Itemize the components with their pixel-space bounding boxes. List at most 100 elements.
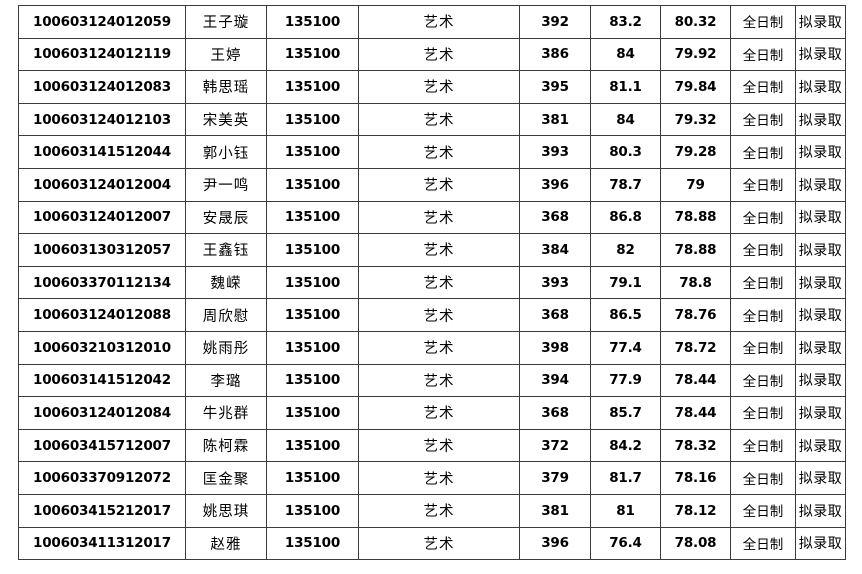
cell-applicant-name: 牛兆群: [185, 396, 267, 430]
cell-admission-status: 拟录取: [795, 200, 846, 235]
cell-initial-exam-score: 368: [519, 298, 591, 332]
cell-applicant-name: 姚雨彤: [185, 330, 267, 365]
cell-major-code: 135100: [266, 200, 359, 235]
cell-study-mode: 全日制: [730, 5, 796, 39]
table-row: 100603370912072 匡金聚 135100 艺术 379 81.7 78.16 全日…: [18, 461, 846, 495]
initial-exam-score: 372: [541, 437, 569, 454]
applicant-name: 尹一鸣: [202, 178, 250, 195]
initial-exam-score: 381: [541, 111, 569, 128]
cell-study-mode: 全日制: [730, 493, 796, 528]
major-name: 艺术: [423, 308, 455, 325]
cell-total-score: 78.08: [660, 526, 731, 561]
initial-exam-score: 368: [541, 307, 569, 324]
cell-initial-exam-score: 379: [519, 461, 591, 495]
initial-exam-score: 394: [541, 372, 569, 389]
cell-major-code: 135100: [266, 363, 359, 398]
cell-retest-score: 81.7: [590, 461, 661, 495]
study-mode: 全日制: [742, 373, 784, 390]
cell-study-mode: 全日制: [730, 37, 796, 72]
cell-study-mode: 全日制: [730, 70, 796, 104]
cell-admission-status: 拟录取: [795, 37, 846, 72]
cell-initial-exam-score: 395: [519, 70, 591, 104]
applicant-name: 魏嵘: [210, 276, 242, 293]
admission-status: 拟录取: [798, 275, 843, 292]
cell-total-score: 79.32: [660, 102, 731, 137]
initial-exam-score: 368: [541, 404, 569, 421]
applicant-name: 赵雅: [210, 536, 242, 553]
admissions-table-body: 100603124012059 王子璇 135100 艺术 392 83.2 80.32 全日…: [18, 5, 846, 561]
cell-applicant-name: 赵雅: [185, 526, 267, 561]
cell-retest-score: 78.7: [590, 167, 661, 202]
study-mode: 全日制: [742, 471, 784, 488]
initial-exam-score: 381: [541, 502, 569, 519]
cell-major-name: 艺术: [358, 5, 520, 39]
exam-number: 100603124012007: [33, 209, 171, 226]
admission-status: 拟录取: [798, 503, 843, 520]
major-code: 135100: [284, 470, 341, 487]
table-row: 100603124012103 宋美英 135100 艺术 381 84 79.32 全日制拟…: [18, 102, 846, 137]
cell-exam-number: 100603124012084: [18, 396, 186, 430]
cell-study-mode: 全日制: [730, 200, 796, 235]
total-score: 78.12: [674, 502, 717, 519]
applicant-name: 牛兆群: [202, 406, 250, 423]
cell-total-score: 79: [660, 167, 731, 202]
major-code: 135100: [284, 209, 341, 226]
major-code: 135100: [284, 339, 341, 356]
admission-status: 拟录取: [798, 177, 843, 194]
cell-study-mode: 全日制: [730, 526, 796, 561]
major-name: 艺术: [423, 276, 455, 293]
cell-major-name: 艺术: [358, 167, 520, 202]
total-score: 78.32: [674, 437, 717, 454]
cell-admission-status: 拟录取: [795, 396, 846, 430]
cell-total-score: 78.72: [660, 330, 731, 365]
study-mode: 全日制: [742, 15, 784, 32]
cell-exam-number: 100603370112134: [18, 265, 186, 300]
table-row: 100603124012084 牛兆群 135100 艺术 368 85.7 78.44 全日…: [18, 396, 846, 430]
cell-major-name: 艺术: [358, 265, 520, 300]
retest-score: 84: [616, 111, 635, 128]
cell-total-score: 79.84: [660, 70, 731, 104]
cell-exam-number: 100603415712007: [18, 428, 186, 463]
cell-study-mode: 全日制: [730, 298, 796, 332]
admission-status: 拟录取: [798, 145, 843, 162]
study-mode: 全日制: [742, 80, 784, 97]
cell-major-name: 艺术: [358, 461, 520, 495]
cell-major-name: 艺术: [358, 135, 520, 169]
cell-admission-status: 拟录取: [795, 5, 846, 39]
cell-study-mode: 全日制: [730, 428, 796, 463]
study-mode: 全日制: [742, 113, 784, 130]
cell-exam-number: 100603141512042: [18, 363, 186, 398]
admission-status: 拟录取: [798, 308, 843, 325]
table-row: 100603210312010 姚雨彤 135100 艺术 398 77.4 78.72 全日…: [18, 330, 846, 365]
admission-status: 拟录取: [798, 405, 843, 422]
table-row: 100603141512042 李璐 135100 艺术 394 77.9 78.44 全日制…: [18, 363, 846, 398]
retest-score: 80.3: [609, 144, 642, 161]
cell-initial-exam-score: 368: [519, 396, 591, 430]
cell-retest-score: 77.4: [590, 330, 661, 365]
cell-exam-number: 100603124012119: [18, 37, 186, 72]
admission-status: 拟录取: [798, 536, 843, 553]
cell-applicant-name: 姚思琪: [185, 493, 267, 528]
major-name: 艺术: [423, 178, 455, 195]
exam-number: 100603130312057: [33, 241, 171, 258]
exam-number: 100603124012119: [33, 46, 171, 63]
cell-major-name: 艺术: [358, 233, 520, 267]
cell-admission-status: 拟录取: [795, 265, 846, 300]
cell-retest-score: 86.5: [590, 298, 661, 332]
table-row: 100603124012007 安晟辰 135100 艺术 368 86.8 78.88 全日…: [18, 200, 846, 235]
cell-initial-exam-score: 384: [519, 233, 591, 267]
cell-retest-score: 81.1: [590, 70, 661, 104]
cell-initial-exam-score: 372: [519, 428, 591, 463]
cell-admission-status: 拟录取: [795, 102, 846, 137]
applicant-name: 王婷: [210, 47, 242, 64]
table-row: 100603124012088 周欣慰 135100 艺术 368 86.5 78.76 全日…: [18, 298, 846, 332]
table-row: 100603411312017 赵雅 135100 艺术 396 76.4 78.08 全日制…: [18, 526, 846, 561]
cell-applicant-name: 郭小钰: [185, 135, 267, 169]
major-code: 135100: [284, 274, 341, 291]
exam-number: 100603124012103: [33, 111, 171, 128]
cell-initial-exam-score: 386: [519, 37, 591, 72]
cell-total-score: 80.32: [660, 5, 731, 39]
major-code: 135100: [284, 437, 341, 454]
cell-major-code: 135100: [266, 396, 359, 430]
major-name: 艺术: [423, 504, 455, 521]
